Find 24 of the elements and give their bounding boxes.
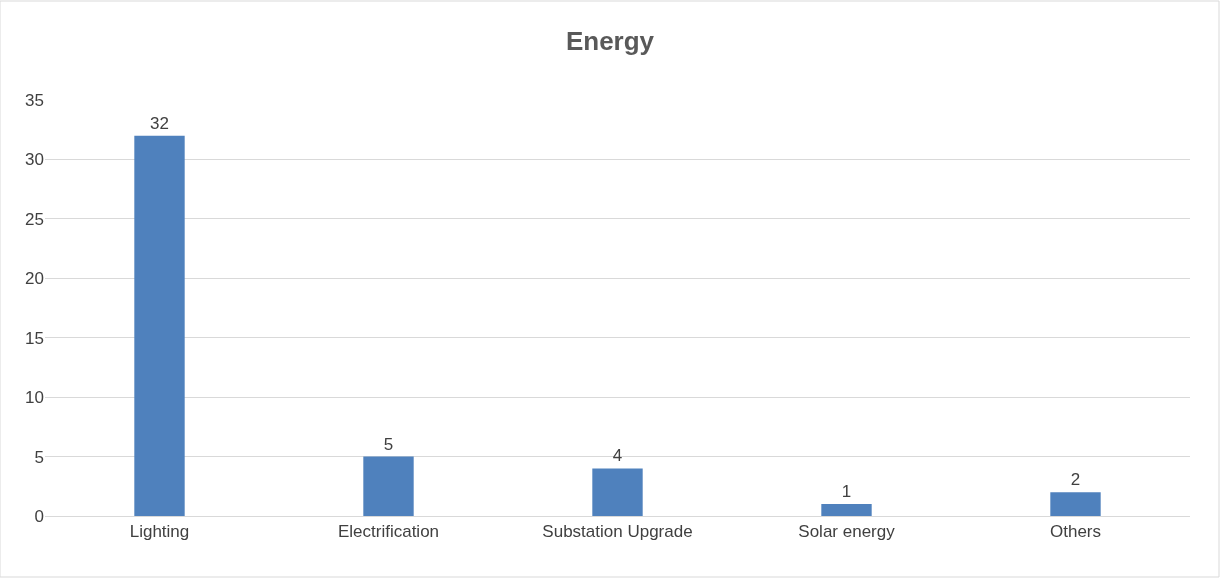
- data-label: 4: [612, 446, 623, 466]
- y-tick-label: 25: [25, 209, 44, 229]
- y-tick-label: 0: [34, 506, 44, 526]
- y-tick-label: 20: [25, 269, 44, 289]
- x-tick-label: Substation Upgrade: [542, 522, 693, 542]
- y-tick-label: 35: [25, 90, 44, 110]
- x-tick-label: Others: [1049, 522, 1102, 542]
- bar: [134, 135, 185, 516]
- x-tick-label: Solar energy: [798, 522, 896, 542]
- y-tick-label: 30: [25, 150, 44, 170]
- data-label: 32: [150, 113, 169, 133]
- data-label: 2: [1070, 470, 1081, 490]
- y-tick-label: 10: [25, 388, 44, 408]
- data-label: 5: [383, 434, 394, 454]
- y-tick-label: 5: [34, 447, 44, 467]
- x-tick-label: Lighting: [129, 522, 190, 542]
- data-label: 1: [841, 482, 852, 502]
- bar: [363, 456, 414, 516]
- bar: [1050, 492, 1101, 516]
- y-tick-label: 15: [25, 328, 44, 348]
- chart-title: Energy: [565, 25, 655, 56]
- bar: [592, 468, 643, 516]
- bar: [821, 504, 872, 516]
- x-tick-label: Electrification: [337, 522, 440, 542]
